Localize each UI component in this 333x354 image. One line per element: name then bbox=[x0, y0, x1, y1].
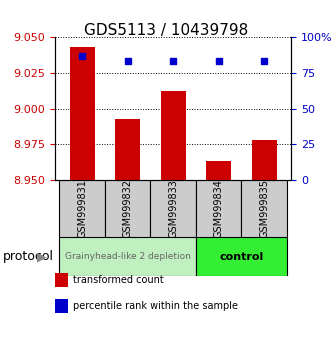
Text: Grainyhead-like 2 depletion: Grainyhead-like 2 depletion bbox=[65, 252, 190, 261]
Bar bbox=[196, 180, 241, 237]
Bar bbox=[151, 180, 196, 237]
Point bbox=[170, 59, 176, 64]
Bar bbox=[241, 180, 287, 237]
Text: GSM999833: GSM999833 bbox=[168, 179, 178, 238]
Point bbox=[261, 59, 267, 64]
Text: percentile rank within the sample: percentile rank within the sample bbox=[73, 301, 238, 311]
Text: GSM999831: GSM999831 bbox=[77, 179, 87, 238]
Point bbox=[80, 53, 85, 58]
Bar bbox=[206, 161, 231, 180]
Bar bbox=[105, 180, 151, 237]
Bar bbox=[252, 140, 277, 180]
Point bbox=[216, 59, 221, 64]
Bar bbox=[161, 91, 186, 180]
Point bbox=[125, 59, 130, 64]
Bar bbox=[60, 237, 196, 276]
Text: protocol: protocol bbox=[3, 250, 54, 263]
Text: transformed count: transformed count bbox=[73, 275, 164, 285]
Text: GSM999832: GSM999832 bbox=[123, 179, 133, 238]
Bar bbox=[196, 237, 287, 276]
Text: GSM999835: GSM999835 bbox=[259, 179, 269, 238]
Text: ▶: ▶ bbox=[37, 250, 46, 263]
Bar bbox=[60, 180, 105, 237]
Bar bbox=[70, 47, 95, 180]
Bar bbox=[115, 119, 140, 180]
Text: control: control bbox=[219, 252, 263, 262]
Text: GDS5113 / 10439798: GDS5113 / 10439798 bbox=[84, 23, 249, 38]
Text: GSM999834: GSM999834 bbox=[214, 179, 224, 238]
